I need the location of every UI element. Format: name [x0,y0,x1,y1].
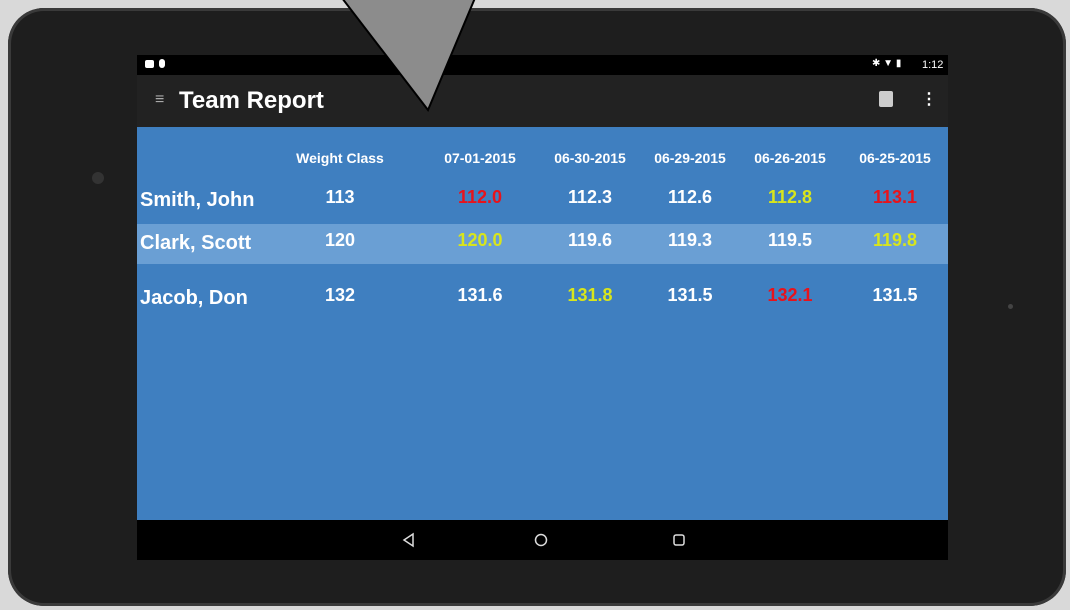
column-header: 06-25-2015 [859,150,931,166]
weight-cell: 112.8 [767,187,813,207]
overflow-menu[interactable]: ⋮ [921,91,937,108]
report-table: Weight Class 07-01-2015 06-30-2015 06-29-20… [137,55,948,520]
notification-icon [145,60,154,68]
arrow [342,0,476,112]
weight-cell: 131.6 [457,285,503,305]
column-header: 06-29-2015 [654,150,726,166]
sensor [1008,304,1013,309]
recents-button[interactable] [673,534,685,546]
weight-cell: 131.5 [872,285,918,305]
weight-cell: 119.3 [667,230,713,250]
nav-icons [402,532,685,548]
column-header: 06-30-2015 [554,150,626,166]
athlete-name: Clark, Scott [140,232,252,254]
app-bar: ≡ Team Report ⋮ [137,75,948,127]
column-header: 07-01-2015 [444,150,516,166]
weight-cell: 119.5 [767,230,813,250]
column-header: 06-26-2015 [754,150,826,166]
nav-bar [137,520,948,560]
weight-cell: 120 [324,230,356,250]
pointer-arrow [342,0,476,112]
back-button[interactable] [402,532,414,548]
athlete-name: Smith, John [140,189,255,211]
app-title: Team Report [179,87,324,114]
weight-cell: 113.1 [872,187,918,207]
clock: 1:12 [922,59,944,71]
status-bar: ✱ ▼ ▮ 1:12 [137,55,948,75]
home-button[interactable] [534,533,548,547]
weight-cell: 112.3 [567,187,613,207]
weight-cell: 120.0 [457,230,503,250]
menu-button[interactable]: ≡ [155,91,165,108]
notification-icon [159,59,165,68]
weight-cell: 132 [324,285,356,305]
weight-cell: 131.8 [567,285,613,305]
weight-cell: 112.0 [457,187,503,207]
weight-cell: 119.8 [872,230,918,250]
weight-cell: 132.1 [767,285,813,305]
athlete-name: Jacob, Don [140,287,248,309]
action-button[interactable] [879,91,893,107]
weight-cell: 119.6 [567,230,613,250]
column-header: Weight Class [296,150,384,166]
weight-cell: 131.5 [667,285,713,305]
screen: ✱ ▼ ▮ 1:12 ≡ Team Report ⋮ Weight Class 0… [137,55,948,560]
status-icons: ✱ ▼ ▮ [872,58,902,69]
weight-cell: 112.6 [667,187,713,207]
camera [92,172,104,184]
row-highlight [137,224,948,264]
weight-cell: 113 [325,187,355,207]
